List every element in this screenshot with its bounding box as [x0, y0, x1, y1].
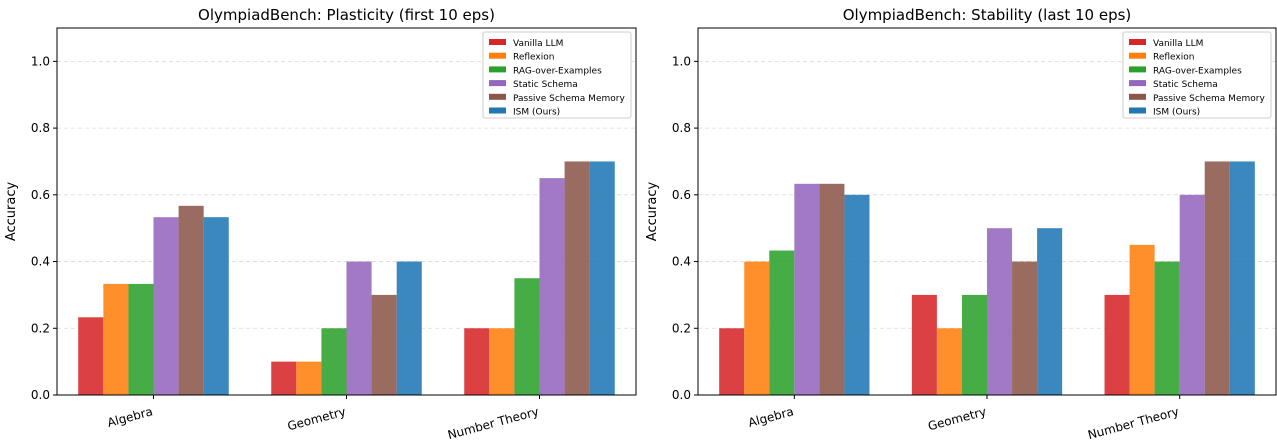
y-tick-label: 0.4 [672, 255, 691, 269]
legend-label: Static Schema [513, 80, 578, 90]
x-tick-label: Algebra [747, 404, 795, 430]
legend-swatch [1129, 107, 1146, 114]
bar-algebra-ism-ours [203, 217, 229, 395]
y-tick-label: 0.6 [31, 188, 50, 202]
legend-swatch [489, 66, 506, 73]
bar-geometry-reflexion [296, 361, 322, 395]
bar-number-theory-passive-schema-memory [564, 161, 590, 395]
bar-geometry-vanilla-llm [271, 361, 297, 395]
bar-number-theory-vanilla-llm [1104, 294, 1130, 395]
legend-swatch [489, 93, 506, 100]
bar-geometry-static-schema [346, 261, 372, 395]
legend-label: Vanilla LLM [1153, 39, 1203, 49]
legend-label: RAG-over-Examples [1153, 66, 1242, 76]
y-axis-label: Accuracy [645, 182, 660, 242]
legend-swatch [1129, 80, 1146, 87]
bar-algebra-passive-schema-memory [178, 205, 204, 395]
x-tick-label: Geometry [926, 404, 987, 433]
bar-geometry-vanilla-llm [911, 294, 937, 395]
legend-label: Reflexion [1153, 53, 1194, 63]
legend-swatch [1129, 93, 1146, 100]
bar-geometry-static-schema [987, 228, 1013, 395]
y-tick-label: 0.2 [672, 321, 691, 335]
chart-title: OlympiadBench: Stability (last 10 eps) [843, 6, 1132, 24]
bar-number-theory-reflexion [489, 328, 515, 395]
bar-geometry-ism-ours [396, 261, 422, 395]
legend-swatch [489, 80, 506, 87]
legend-swatch [489, 52, 506, 59]
legend-box [1122, 31, 1272, 119]
legend-label: Passive Schema Memory [513, 94, 625, 104]
y-tick-label: 0.8 [672, 121, 691, 135]
bar-number-theory-ism-ours [1229, 161, 1255, 395]
legend-box [482, 31, 632, 119]
bar-number-theory-reflexion [1129, 244, 1155, 395]
legend-label: Passive Schema Memory [1153, 94, 1265, 104]
bar-geometry-passive-schema-memory [371, 294, 397, 395]
bar-algebra-ism-ours [844, 194, 870, 395]
bar-geometry-reflexion [936, 328, 962, 395]
legend-swatch [1129, 66, 1146, 73]
bar-number-theory-ism-ours [589, 161, 615, 395]
legend-label: ISM (Ours) [513, 108, 560, 118]
y-tick-label: 0.6 [672, 188, 691, 202]
bar-number-theory-rag-over-examples [514, 278, 540, 395]
legend-label: Static Schema [1153, 80, 1218, 90]
bar-number-theory-rag-over-examples [1154, 261, 1180, 395]
chart-title: OlympiadBench: Plasticity (first 10 eps) [198, 6, 495, 24]
legend-label: ISM (Ours) [1153, 108, 1200, 118]
chart-panel-1: OlympiadBench: Plasticity (first 10 eps)… [4, 6, 637, 442]
bar-number-theory-passive-schema-memory [1204, 161, 1230, 395]
legend: Vanilla LLM Reflexion RAG-over-Examples Sta… [1122, 31, 1272, 119]
y-tick-label: 0.2 [31, 321, 50, 335]
y-tick-label: 0.8 [31, 121, 50, 135]
y-tick-label: 1.0 [672, 54, 691, 68]
legend-swatch [1129, 52, 1146, 59]
bar-geometry-rag-over-examples [961, 294, 987, 395]
legend-label: Reflexion [513, 53, 554, 63]
bar-algebra-static-schema [153, 217, 179, 395]
bar-number-theory-static-schema [539, 178, 565, 395]
y-tick-label: 1.0 [31, 54, 50, 68]
legend-swatch [489, 39, 506, 45]
bar-algebra-static-schema [794, 183, 820, 395]
x-tick-label: Algebra [106, 404, 154, 430]
x-tick-label: Number Theory [446, 404, 540, 442]
bar-algebra-reflexion [103, 283, 129, 395]
y-tick-label: 0.4 [31, 255, 50, 269]
y-tick-label: 0.0 [31, 388, 50, 402]
bar-algebra-vanilla-llm [719, 328, 745, 395]
plot-frame [56, 27, 637, 396]
bar-number-theory-vanilla-llm [464, 328, 490, 395]
legend-label: Vanilla LLM [513, 39, 563, 49]
x-tick-label: Number Theory [1086, 404, 1180, 442]
y-axis-label: Accuracy [4, 182, 19, 242]
bar-geometry-passive-schema-memory [1012, 261, 1038, 395]
x-tick-label: Geometry [286, 404, 347, 433]
legend-label: RAG-over-Examples [513, 66, 602, 76]
legend-swatch [1129, 39, 1146, 45]
chart-panel-2: OlympiadBench: Stability (last 10 eps) 0.… [645, 6, 1277, 442]
bar-geometry-rag-over-examples [321, 328, 347, 395]
legend-swatch [489, 107, 506, 114]
bar-algebra-reflexion [744, 261, 770, 395]
bar-geometry-ism-ours [1037, 228, 1063, 395]
bar-algebra-passive-schema-memory [819, 183, 845, 395]
plot-frame [697, 27, 1277, 396]
legend: Vanilla LLM Reflexion RAG-over-Examples Sta… [482, 31, 632, 119]
bar-algebra-vanilla-llm [78, 317, 104, 395]
y-tick-label: 0.0 [672, 388, 691, 402]
bar-algebra-rag-over-examples [769, 250, 795, 395]
bar-number-theory-static-schema [1179, 194, 1205, 395]
bar-algebra-rag-over-examples [128, 283, 154, 395]
